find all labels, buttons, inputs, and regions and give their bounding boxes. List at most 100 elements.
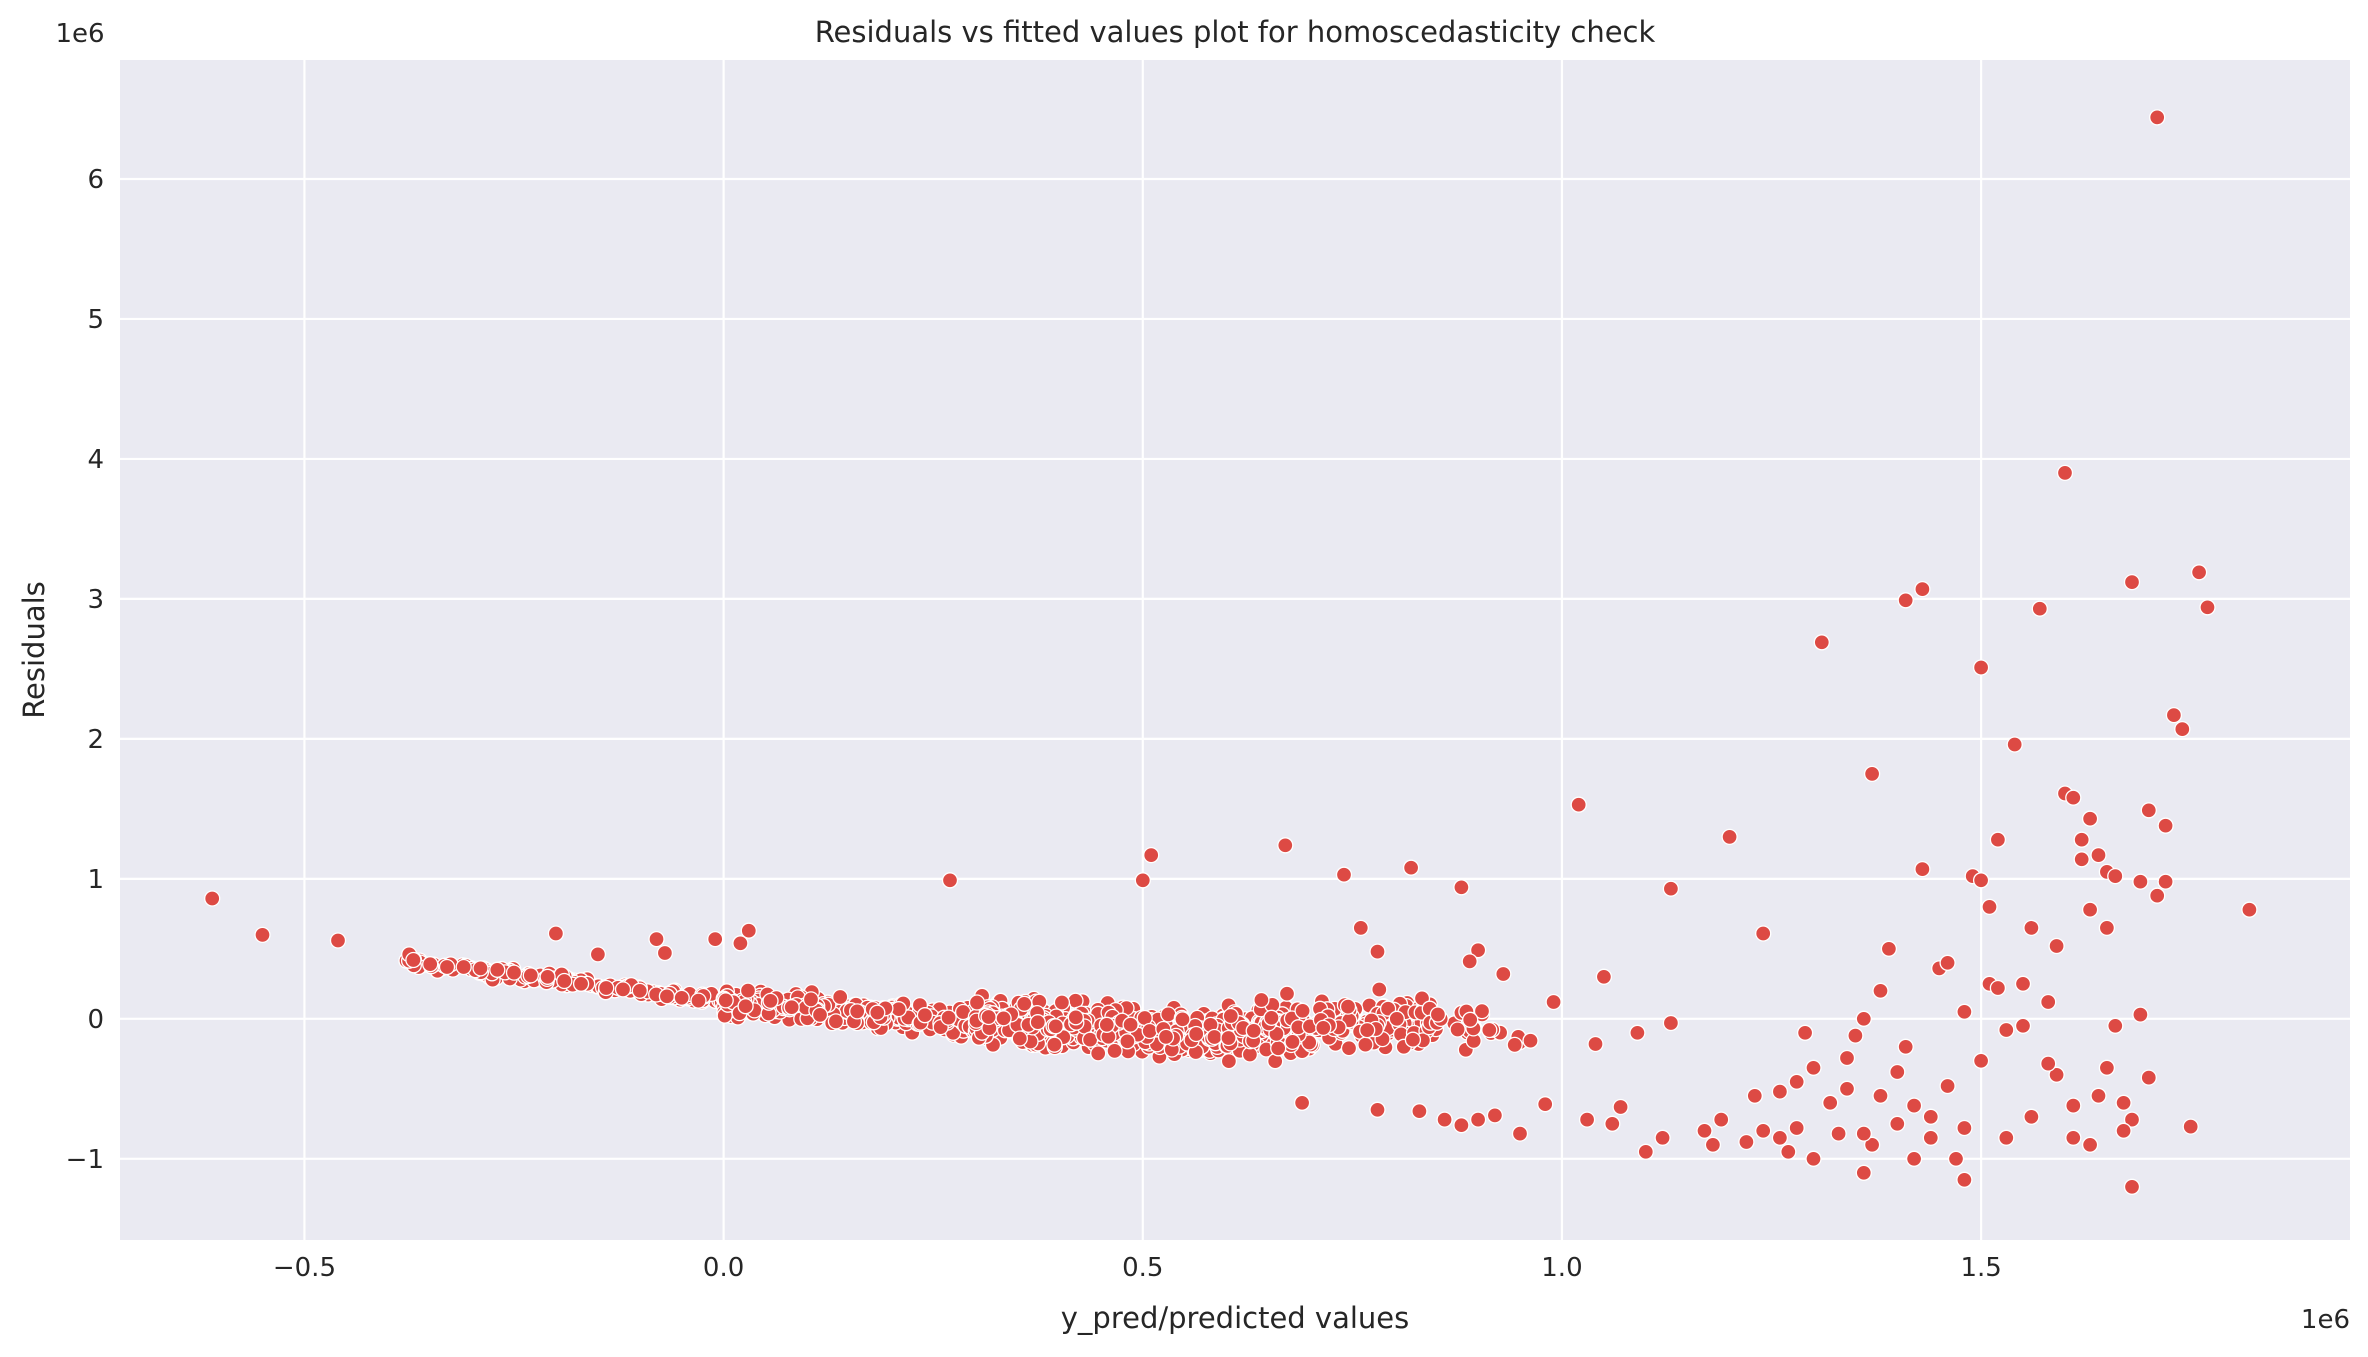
scatter-point [2048,1066,2065,1083]
scatter-point [2081,901,2099,918]
scatter-point [940,1009,957,1026]
scatter-point [1855,1164,1872,1181]
scatter-point [995,1010,1012,1027]
scatter-point [539,968,556,985]
scatter-point [1939,1077,1956,1095]
scatter-point [1357,1036,1374,1053]
scatter-point [547,925,565,942]
scatter-point [1495,965,1512,983]
scatter-point [656,944,674,962]
y-tick-label: 1 [87,865,104,895]
scatter-point [2098,1059,2116,1076]
scatter-point [2081,810,2099,827]
scatter-point [1788,1119,1805,1137]
scatter-point [740,922,757,939]
scatter-point [1889,1115,1906,1132]
scatter-point [1449,1021,1466,1038]
scatter-point [2014,975,2032,992]
x-tick-label: −0.5 [273,1253,336,1283]
scatter-point [2081,1136,2099,1153]
scatter-point [1294,1002,1311,1019]
scatter-point [2040,993,2057,1011]
scatter-point [1914,580,1931,598]
scatter-point [1914,860,1931,878]
scatter-point [2031,600,2048,617]
scatter-point [1453,879,1470,896]
scatter-point [1174,1011,1191,1028]
scatter-point [2149,109,2166,126]
scatter-point [968,994,986,1011]
scatter-point [1047,1018,1064,1035]
scatter-point [2006,736,2023,753]
scatter-point [1838,1049,1856,1067]
scatter-point [827,1013,845,1030]
scatter-point [2165,706,2183,724]
scatter-point [1245,1022,1262,1039]
scatter-point [2040,1055,2057,1072]
scatter-point [1863,1136,1881,1153]
scatter-point [1206,1028,1223,1046]
scatter-point [2107,867,2124,885]
x-tick-label: 1.0 [1541,1253,1582,1283]
scatter-point [1662,1014,1680,1032]
scatter-point [2241,901,2258,918]
scatter-point [2115,1094,2132,1111]
scatter-point [1796,1024,1814,1041]
scatter-point [1696,1122,1713,1139]
scatter-point [1160,1006,1177,1023]
scatter-point [329,932,347,949]
y-tick-label: 2 [87,725,104,755]
chart-title: Residuals vs fitted values plot for homo… [815,15,1656,49]
scatter-point [2199,599,2216,616]
scatter-point [1662,880,1680,897]
scatter-point [1612,1098,1629,1116]
scatter-point [2090,846,2107,864]
x-tick-label: 1.5 [1960,1253,2001,1283]
scatter-point [1522,1032,1539,1049]
scatter-point [1220,1053,1238,1070]
scatter-point [1339,998,1357,1015]
scatter-point [1897,1038,1914,1055]
scatter-point [1016,995,1033,1012]
scatter-point [405,951,422,969]
scatter-point [802,991,820,1008]
scatter-point [2073,831,2090,848]
scatter-point [1771,1129,1789,1146]
scatter-point [589,946,607,963]
x-axis-offset-text: 1e6 [2301,1305,2350,1335]
tick-labels: −0.5 0.0 0.5 1.0 1.5 −1 0 1 2 3 4 5 6 [66,165,2002,1283]
scatter-point [941,872,959,889]
scatter-point [1956,1003,1973,1020]
scatter-point [1270,1040,1287,1057]
scatter-point [2123,1111,2141,1128]
scatter-point [1863,765,1881,783]
scatter-point [1855,1010,1872,1027]
x-tick-label: 0.0 [703,1253,744,1283]
scatter-point [1359,1021,1376,1039]
scatter-point [1511,1125,1529,1142]
scatter-point [1905,1150,1923,1167]
scatter-point [2182,1118,2199,1135]
y-tick-label: 0 [87,1005,104,1035]
scatter-point [522,967,539,984]
scatter-point [1369,943,1386,960]
scatter-point [1981,898,1998,916]
scatter-point [732,935,749,952]
scatter-point [1654,1129,1671,1146]
scatter-point [1352,919,1369,937]
scatter-point [1141,1022,1158,1040]
scatter-point [2115,1122,2132,1139]
scatter-point [2140,1069,2157,1086]
scatter-point [505,964,523,981]
scatter-point [1922,1108,1939,1125]
scatter-point [2157,817,2174,834]
scatter-point [1335,866,1353,883]
scatter-point [1293,1094,1311,1111]
scatter-point [2014,1017,2032,1034]
x-axis-label: y_pred/predicted values [1061,1301,1409,1335]
y-axis-label: Residuals [17,581,51,719]
scatter-point [1011,1030,1028,1047]
scatter-point [1545,993,1562,1011]
scatter-point [422,956,439,973]
scatter-point [1404,1031,1422,1048]
